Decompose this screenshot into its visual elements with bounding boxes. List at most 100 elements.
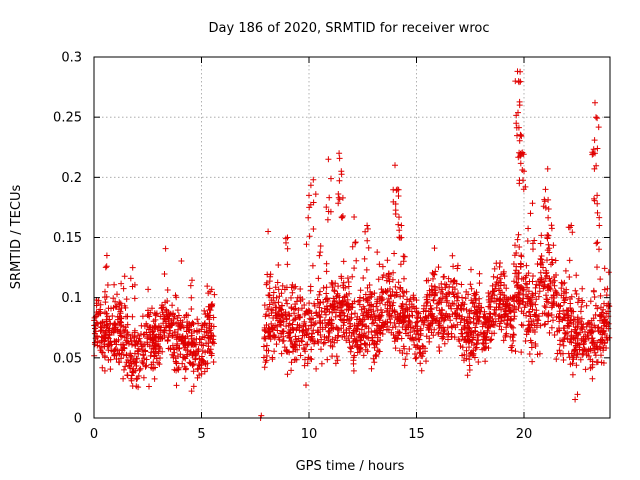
data-point <box>393 334 400 341</box>
data-point <box>304 360 311 367</box>
data-point <box>591 197 598 204</box>
data-point <box>540 264 546 271</box>
data-point <box>515 305 522 311</box>
data-point <box>468 307 475 314</box>
data-point <box>407 335 414 342</box>
data-point <box>323 268 330 275</box>
data-point <box>453 305 460 312</box>
data-point <box>450 322 457 329</box>
data-point <box>335 283 342 290</box>
data-point <box>543 292 549 299</box>
data-point <box>209 301 216 307</box>
data-point <box>314 312 320 319</box>
data-point <box>133 363 140 369</box>
data-point <box>386 313 393 320</box>
data-point <box>597 292 604 299</box>
data-point <box>502 332 509 339</box>
data-point <box>513 297 520 304</box>
data-point <box>127 357 134 364</box>
data-point <box>323 204 330 211</box>
data-point <box>413 354 420 361</box>
data-point <box>317 243 324 249</box>
data-point <box>329 324 335 331</box>
data-point <box>401 345 408 352</box>
data-point <box>491 265 498 272</box>
data-point <box>365 307 372 314</box>
data-point <box>338 309 345 316</box>
data-point <box>524 238 531 244</box>
data-point <box>150 348 157 355</box>
data-point <box>545 318 552 325</box>
data-point <box>551 332 558 338</box>
data-point <box>601 317 608 324</box>
data-point <box>302 322 309 329</box>
data-point <box>392 309 398 316</box>
data-point <box>135 384 142 391</box>
data-point <box>366 341 373 348</box>
data-point <box>587 298 594 305</box>
data-point <box>98 349 105 356</box>
chart-title: Day 186 of 2020, SRMTID for receiver wro… <box>209 21 490 36</box>
data-point <box>206 335 213 342</box>
data-point <box>534 320 540 327</box>
data-point <box>561 325 568 331</box>
data-point <box>144 322 151 329</box>
data-point <box>383 289 390 295</box>
data-point <box>423 358 429 365</box>
data-point <box>438 289 444 295</box>
data-point <box>352 239 359 246</box>
data-point <box>208 301 215 308</box>
data-point <box>330 326 337 332</box>
data-point <box>206 325 213 332</box>
data-point <box>261 326 268 333</box>
data-point <box>317 332 324 338</box>
data-point <box>91 314 98 321</box>
data-point <box>351 214 358 220</box>
data-point <box>536 282 543 289</box>
data-point <box>302 356 308 363</box>
data-point <box>182 366 189 373</box>
data-point <box>93 300 100 307</box>
data-point <box>113 338 120 345</box>
data-point <box>493 298 499 305</box>
data-point <box>599 309 606 316</box>
data-point <box>336 177 343 184</box>
data-point <box>597 276 604 283</box>
data-point <box>376 261 383 268</box>
data-point <box>328 175 334 182</box>
data-point <box>352 239 359 246</box>
data-point <box>532 311 539 318</box>
data-point <box>323 260 330 267</box>
data-point <box>140 374 147 381</box>
data-point <box>161 271 168 277</box>
data-point <box>288 367 295 374</box>
data-point <box>101 332 107 339</box>
data-point <box>404 307 411 314</box>
data-point <box>362 346 369 353</box>
data-point <box>270 289 277 296</box>
data-point <box>196 335 203 342</box>
data-point <box>144 341 151 348</box>
data-point <box>496 323 503 330</box>
data-point <box>427 302 434 309</box>
data-point <box>480 341 487 347</box>
data-point <box>573 291 580 297</box>
data-point <box>490 288 497 295</box>
data-point <box>361 316 368 323</box>
data-point <box>111 281 118 288</box>
data-point <box>374 249 381 256</box>
data-point <box>580 350 587 357</box>
data-point <box>413 308 420 315</box>
data-point <box>316 304 323 311</box>
data-point <box>171 313 178 320</box>
data-point <box>338 214 345 221</box>
data-point <box>520 310 527 317</box>
data-point <box>545 214 552 221</box>
data-point <box>290 317 297 324</box>
data-point <box>196 355 203 362</box>
data-point <box>144 312 151 319</box>
y-axis-label: SRMTID / TECUs <box>9 185 24 290</box>
data-point <box>164 338 171 344</box>
data-point <box>561 299 567 306</box>
